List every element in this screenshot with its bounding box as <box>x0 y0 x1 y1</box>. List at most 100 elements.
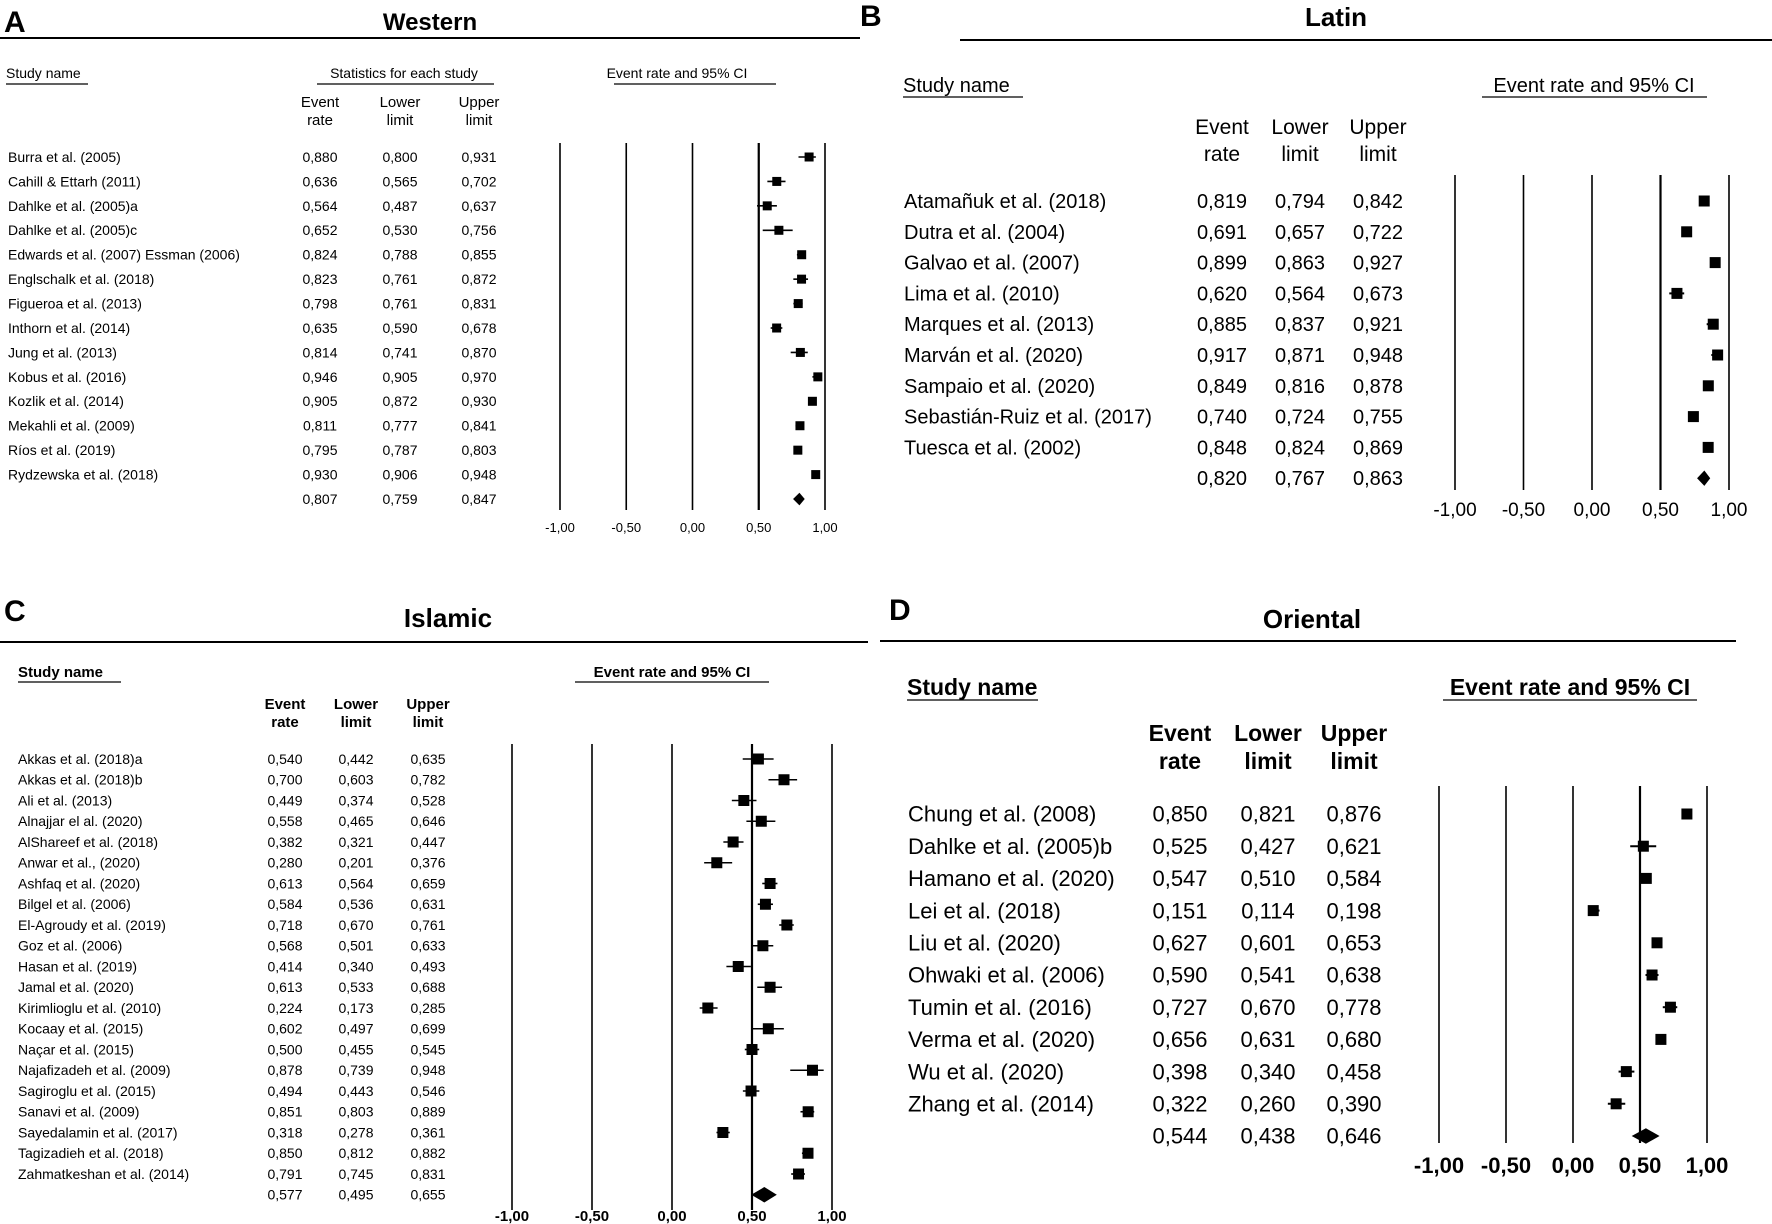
event-rate-value: 0,850 <box>267 1145 302 1161</box>
upper-limit-value: 0,841 <box>461 418 496 434</box>
study-row: Dahlke et al. (2005)b 0,525 0,427 0,621 <box>908 834 1657 859</box>
lower-limit-column-header: limit <box>1244 748 1292 774</box>
upper-limit-value: 0,882 <box>410 1145 445 1161</box>
event-rate-value: 0,224 <box>267 1000 302 1016</box>
ci-header: Event rate and 95% CI <box>1493 75 1694 97</box>
event-rate-value: 0,494 <box>267 1083 302 1099</box>
event-rate-value: 0,819 <box>1197 191 1247 213</box>
lower-limit-column-header: Lower <box>1271 116 1328 139</box>
study-row: Anwar et al., (2020) 0,280 0,201 0,376 <box>18 855 733 871</box>
upper-limit-value: 0,756 <box>461 222 496 238</box>
point-estimate-marker <box>1681 808 1693 820</box>
upper-limit-value: 0,702 <box>461 173 496 189</box>
point-estimate-marker <box>802 1147 814 1159</box>
lower-limit-value: 0,871 <box>1275 345 1325 367</box>
upper-limit-value: 0,699 <box>410 1021 445 1037</box>
study-row: Najafizadeh et al. (2009) 0,878 0,739 0,948 <box>18 1062 824 1078</box>
lower-limit-value: 0,741 <box>382 344 417 360</box>
study-name: Goz et al. (2006) <box>18 938 122 954</box>
pooled-lower-limit: 0,759 <box>382 491 417 507</box>
event-rate-value: 0,905 <box>302 393 337 409</box>
upper-limit-value: 0,948 <box>1353 345 1403 367</box>
upper-limit-value: 0,782 <box>410 772 445 788</box>
event-rate-value: 0,917 <box>1197 345 1247 367</box>
event-rate-value: 0,791 <box>267 1166 302 1182</box>
upper-limit-value: 0,198 <box>1326 898 1381 923</box>
lower-limit-value: 0,340 <box>338 958 373 974</box>
study-row: Edwards et al. (2007) Essman (2006) 0,824… <box>8 247 807 263</box>
event-rate-value: 0,500 <box>267 1041 302 1057</box>
point-estimate-marker <box>813 372 823 382</box>
upper-limit-column-header: limit <box>1359 143 1396 166</box>
upper-limit-column-header: Upper <box>406 696 450 713</box>
point-estimate-marker <box>764 981 776 993</box>
event-rate-value: 0,414 <box>267 958 302 974</box>
study-row: Kozlik et al. (2014) 0,905 0,872 0,930 <box>8 393 817 409</box>
study-name: AlShareef et al. (2018) <box>18 834 158 850</box>
study-row: El-Agroudy et al. (2019) 0,718 0,670 0,761 <box>18 917 794 933</box>
point-estimate-marker <box>807 396 817 406</box>
pooled-event-rate: 0,577 <box>267 1187 302 1203</box>
study-name: Ali et al. (2013) <box>18 792 112 808</box>
x-tick-label: -0,50 <box>611 520 641 535</box>
forest-plot-area: -1,00 -0,50 0,00 0,50 1,00 <box>1433 175 1747 521</box>
study-row: Figueroa et al. (2013) 0,798 0,761 0,831 <box>8 295 803 311</box>
study-name: Ríos et al. (2019) <box>8 442 115 458</box>
event-rate-value: 0,636 <box>302 173 337 189</box>
study-name-header: Study name <box>6 65 81 81</box>
lower-limit-value: 0,564 <box>338 875 373 891</box>
study-name: Englschalk et al. (2018) <box>8 271 154 287</box>
lower-limit-value: 0,427 <box>1240 834 1295 859</box>
study-row: Zhang et al. (2014) 0,322 0,260 0,390 <box>908 1092 1626 1117</box>
upper-limit-value: 0,659 <box>410 875 445 891</box>
study-row: Rydzewska et al. (2018) 0,930 0,906 0,948 <box>8 466 821 482</box>
pooled-row: 0,820 0,767 0,863 <box>1197 468 1711 490</box>
study-name: Kobus et al. (2016) <box>8 369 126 385</box>
point-estimate-marker <box>1671 287 1683 299</box>
upper-limit-value: 0,635 <box>410 751 445 767</box>
point-estimate-marker <box>1640 872 1652 884</box>
study-row: Ashfaq et al. (2020) 0,613 0,564 0,659 <box>18 875 778 891</box>
event-rate-value: 0,627 <box>1152 931 1207 956</box>
lower-limit-column-header: limit <box>341 714 372 731</box>
upper-limit-value: 0,584 <box>1326 866 1381 891</box>
point-estimate-marker <box>1702 441 1714 453</box>
pooled-event-rate: 0,807 <box>302 491 337 507</box>
study-row: Ríos et al. (2019) 0,795 0,787 0,803 <box>8 442 803 458</box>
point-estimate-marker <box>1610 1098 1622 1110</box>
point-estimate-marker <box>806 1064 818 1076</box>
point-estimate-marker <box>732 961 744 972</box>
lower-limit-value: 0,201 <box>338 855 373 871</box>
study-row: Marván et al. (2020) 0,917 0,871 0,948 <box>904 345 1724 367</box>
upper-limit-value: 0,493 <box>410 958 445 974</box>
panel-b-latin: B Latin Study name Event rate and 95% CI Eve… <box>860 0 1772 521</box>
event-rate-value: 0,568 <box>267 938 302 954</box>
event-rate-value: 0,540 <box>267 751 302 767</box>
event-rate-value: 0,718 <box>267 917 302 933</box>
lower-limit-value: 0,739 <box>338 1062 373 1078</box>
study-name: Rydzewska et al. (2018) <box>8 466 158 482</box>
upper-limit-column-header: limit <box>413 714 444 731</box>
study-name: Naçar et al. (2015) <box>18 1041 134 1057</box>
ci-header: Event rate and 95% CI <box>594 664 751 681</box>
study-row: Burra et al. (2005) 0,880 0,800 0,931 <box>8 149 816 165</box>
event-rate-value: 0,382 <box>267 834 302 850</box>
pooled-upper-limit: 0,655 <box>410 1187 445 1203</box>
point-estimate-marker <box>1620 1066 1632 1078</box>
upper-limit-value: 0,921 <box>1353 314 1403 336</box>
x-tick-label: 1,00 <box>1686 1153 1729 1178</box>
lower-limit-value: 0,824 <box>1275 437 1325 459</box>
lower-limit-value: 0,670 <box>1240 995 1295 1020</box>
upper-limit-value: 0,878 <box>1353 376 1403 398</box>
upper-limit-value: 0,927 <box>1353 253 1403 275</box>
lower-limit-value: 0,761 <box>382 295 417 311</box>
x-tick-label: -0,50 <box>1502 500 1545 521</box>
lower-limit-value: 0,114 <box>1241 898 1294 923</box>
pooled-row: 0,544 0,438 0,646 <box>1152 1124 1660 1149</box>
study-name: Marques et al. (2013) <box>904 314 1094 336</box>
pooled-upper-limit: 0,847 <box>461 491 496 507</box>
event-rate-value: 0,740 <box>1197 407 1247 429</box>
point-estimate-marker <box>1664 1001 1676 1013</box>
point-estimate-marker <box>778 774 790 786</box>
panel-letter: B <box>860 0 882 33</box>
